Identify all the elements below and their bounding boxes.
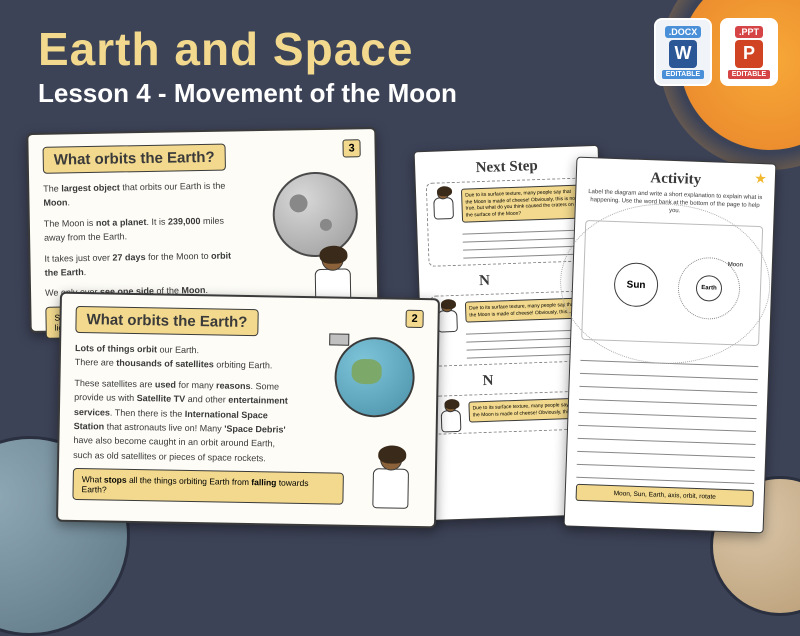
- star-icon: ★: [754, 170, 767, 187]
- scientist-icon: [438, 400, 463, 437]
- slide-callout: What stops all the things orbiting Earth…: [72, 468, 344, 505]
- moon-label: Moon: [728, 262, 743, 269]
- word-icon: W: [669, 40, 697, 68]
- slide-number: 2: [405, 310, 423, 328]
- moon-illustration: [272, 171, 358, 257]
- docx-extension: .DOCX: [665, 26, 702, 38]
- title-block: Earth and Space Lesson 4 - Movement of t…: [38, 22, 457, 109]
- powerpoint-icon: P: [735, 40, 763, 68]
- subtitle: Lesson 4 - Movement of the Moon: [38, 78, 457, 109]
- worksheet-activity: ★ Activity Label the diagram and write a…: [564, 157, 777, 534]
- editable-label: EDITABLE: [728, 70, 770, 79]
- slide-heading: What orbits the Earth?: [75, 306, 258, 336]
- docx-badge: .DOCX W EDITABLE: [654, 18, 712, 86]
- writing-lines: [576, 348, 758, 484]
- ppt-extension: .PPT: [735, 26, 763, 38]
- earth-satellites-illustration: [334, 337, 415, 418]
- worksheet-title: Activity: [587, 168, 765, 191]
- slide-heading: What orbits the Earth?: [43, 144, 226, 174]
- word-bank: Moon, Sun, Earth, axis, orbit, rotate: [575, 484, 753, 507]
- presentation-slide-2: 2 What orbits the Earth? Lots of things …: [56, 292, 440, 529]
- slide-body: Lots of things orbit our Earth.There are…: [73, 341, 291, 466]
- slide-body: The largest object that orbits our Earth…: [43, 178, 242, 300]
- orbit-diagram: Sun Earth Moon: [581, 220, 763, 346]
- prompt-box: Due to its surface texture, many people …: [461, 184, 583, 222]
- editable-label: EDITABLE: [662, 70, 704, 79]
- ppt-badge: .PPT P EDITABLE: [720, 18, 778, 86]
- scientist-illustration: [366, 448, 415, 514]
- worksheet-title: Next Step: [425, 156, 588, 179]
- file-badges: .DOCX W EDITABLE .PPT P EDITABLE: [654, 18, 778, 86]
- scientist-icon: [431, 187, 456, 224]
- slide-number: 3: [342, 139, 360, 157]
- main-title: Earth and Space: [38, 22, 457, 76]
